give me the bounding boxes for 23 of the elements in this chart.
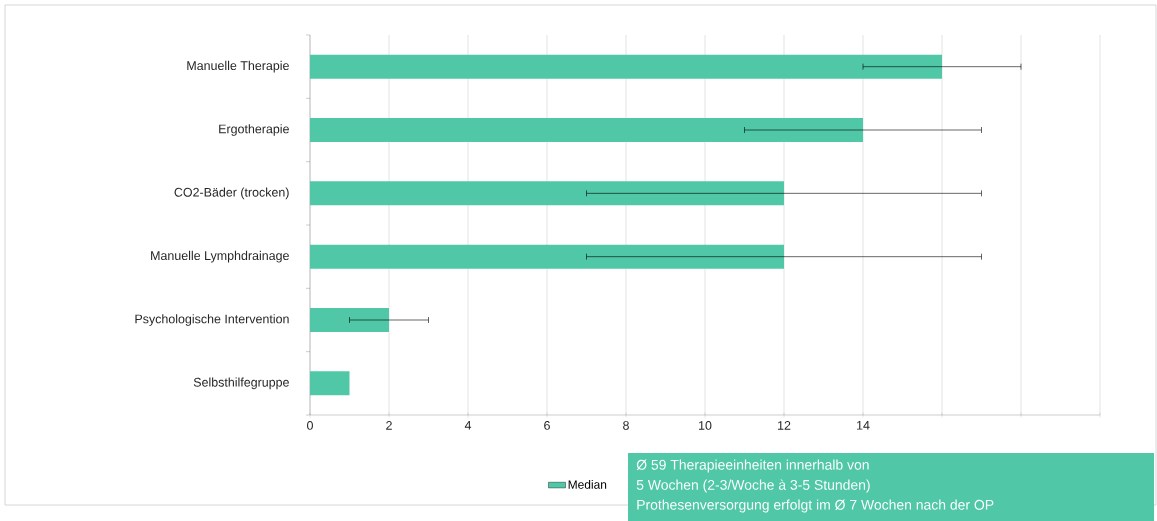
bar (310, 118, 864, 142)
y-tick-label: CO2-Bäder (trocken) (174, 187, 289, 200)
text: Ø 59 Therapieeinheiten innerhalb von (636, 459, 869, 473)
x-tick-label: 8 (623, 421, 629, 430)
x-tick-label: 12 (778, 421, 791, 430)
y-tick-label: Manuelle Lymphdrainage (151, 250, 289, 263)
x-tick-label: 14 (857, 421, 870, 430)
text: 5 Wochen (2-3/Woche à 3-5 Stunden) (636, 479, 870, 493)
x-tick-label: 2 (386, 421, 392, 430)
bar (310, 371, 350, 396)
text: Prothesenversorgung erfolgt im Ø 7 Wochen nach der OP (637, 499, 994, 513)
legend-label: Median (568, 480, 607, 489)
x-tick-label: 4 (464, 421, 472, 430)
y-tick-label: Psychologische Intervention (135, 314, 289, 326)
y-tick-label: Selbsthilfegruppe (193, 377, 289, 390)
y-tick-label: Manuelle Therapie (187, 60, 289, 73)
y-tick-label: Ergotherapie (219, 124, 289, 136)
x-tick-label: 10 (699, 421, 712, 430)
bar (310, 181, 784, 206)
x-tick-label: 0 (307, 421, 313, 430)
x-tick-label: 6 (544, 421, 550, 430)
bar (310, 54, 943, 79)
bar (310, 244, 784, 269)
